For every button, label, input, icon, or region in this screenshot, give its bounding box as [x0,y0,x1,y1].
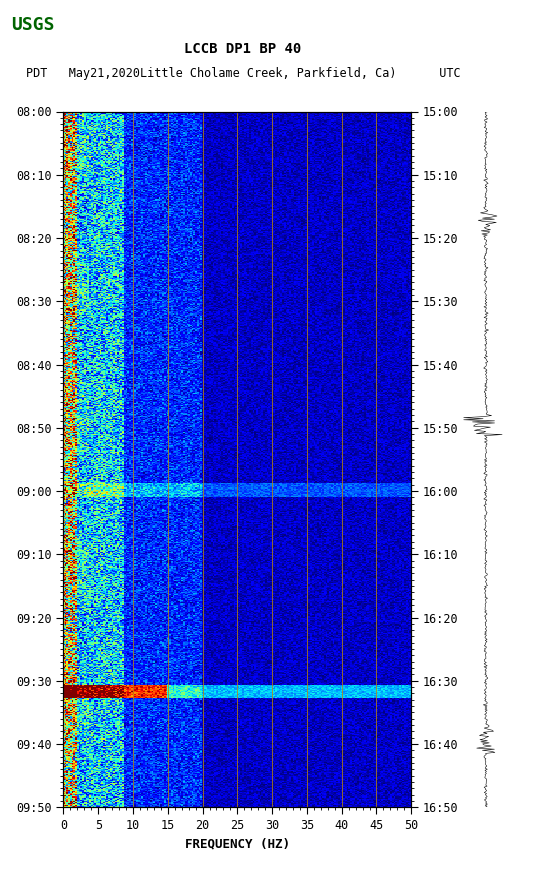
X-axis label: FREQUENCY (HZ): FREQUENCY (HZ) [185,838,290,851]
Text: PDT   May21,2020Little Cholame Creek, Parkfield, Ca)      UTC: PDT May21,2020Little Cholame Creek, Park… [25,67,460,79]
Text: LCCB DP1 BP 40: LCCB DP1 BP 40 [184,42,301,56]
Text: USGS: USGS [11,16,55,34]
